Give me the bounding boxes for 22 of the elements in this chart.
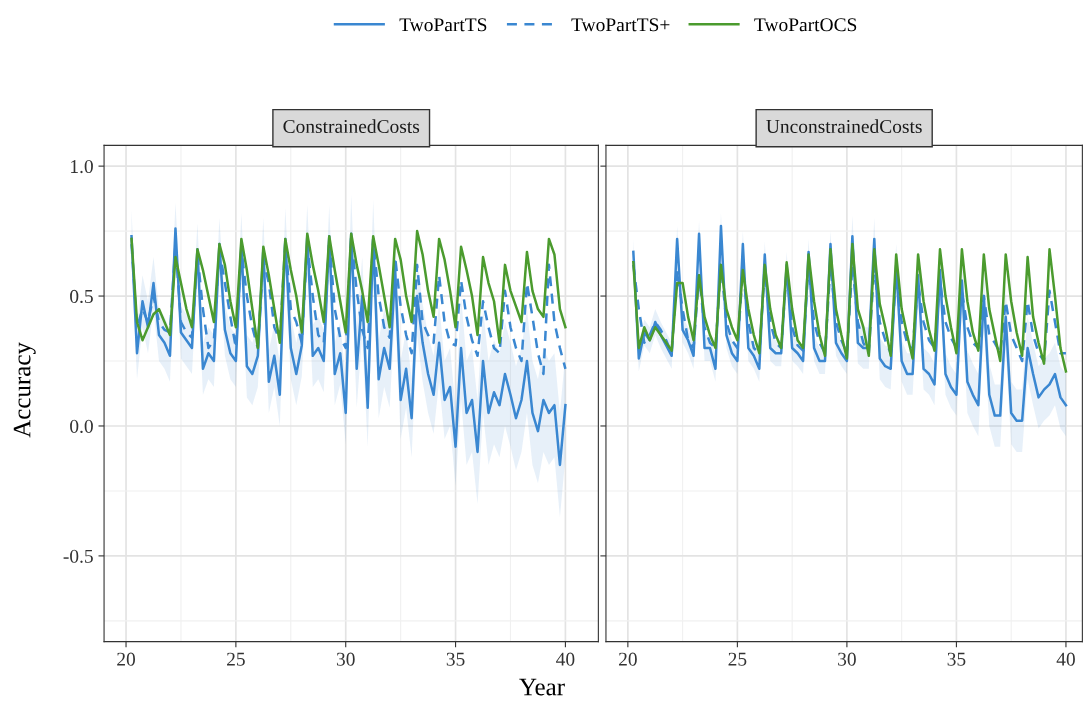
y-tick-label: 0.5 bbox=[70, 289, 93, 304]
x-axis-title: Year bbox=[519, 678, 565, 696]
y-tick-label: 0.0 bbox=[70, 419, 93, 433]
chart-title: ConstrainedCosts bbox=[283, 119, 420, 134]
x-tick-label: 20 bbox=[618, 652, 637, 666]
legend-label: TwoPartOCS bbox=[754, 18, 857, 32]
x-tick-label: 25 bbox=[227, 652, 245, 666]
y-tick-label: -0.5 bbox=[63, 549, 93, 563]
legend-label: TwoPartTS+ bbox=[571, 18, 670, 32]
x-tick-label: 30 bbox=[838, 652, 856, 666]
x-tick-label: 35 bbox=[947, 652, 966, 666]
y-axis-title: Accuracy bbox=[13, 342, 36, 438]
x-tick-label: 40 bbox=[556, 652, 575, 666]
x-tick-label: 40 bbox=[1056, 652, 1075, 666]
line-series bbox=[130, 229, 567, 350]
x-tick-label: 35 bbox=[446, 652, 465, 666]
x-tick-label: 25 bbox=[728, 652, 747, 666]
x-tick-label: 20 bbox=[117, 652, 136, 666]
y-tick-label: 1.0 bbox=[71, 159, 93, 174]
x-tick-label: 30 bbox=[336, 652, 355, 666]
legend-label: TwoPartTS bbox=[399, 18, 487, 32]
chart-title: UnconstrainedCosts bbox=[766, 119, 922, 134]
